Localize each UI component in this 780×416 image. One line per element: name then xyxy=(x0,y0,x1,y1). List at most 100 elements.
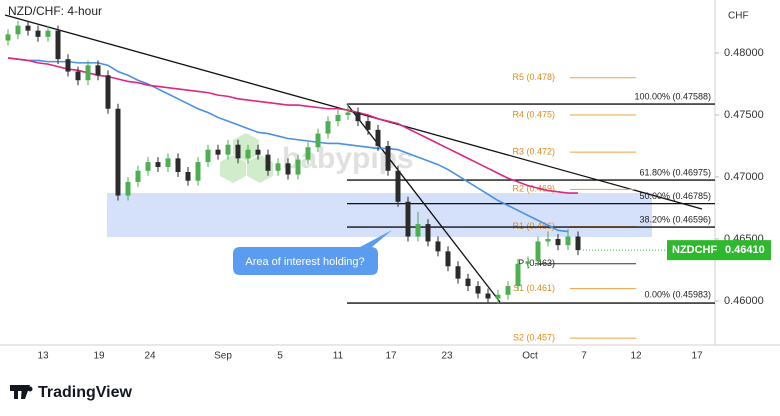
candle-body xyxy=(255,149,261,155)
candle-body xyxy=(45,30,51,37)
candle-body xyxy=(5,34,11,41)
callout-text: Area of interest holding? xyxy=(245,256,364,268)
candle-body xyxy=(145,162,151,171)
candle-body xyxy=(425,224,431,242)
candle-body xyxy=(65,59,71,72)
candle-body xyxy=(385,145,391,171)
candle-body xyxy=(85,65,91,81)
candle-body xyxy=(265,154,271,171)
candle-body xyxy=(565,236,571,246)
price-tag-value: 0.46410 xyxy=(725,244,765,256)
candle-body xyxy=(105,75,111,109)
candle-body xyxy=(485,293,491,299)
candle-body xyxy=(165,158,171,168)
candle-body xyxy=(465,278,471,287)
candle-body xyxy=(515,263,521,287)
chart-title: NZD/CHF: 4-hour xyxy=(8,4,102,18)
candle-body xyxy=(295,159,301,175)
candle-body xyxy=(155,162,161,168)
candle-body xyxy=(135,170,141,182)
candle-body xyxy=(555,238,561,246)
candle-body xyxy=(325,121,331,134)
candle-body xyxy=(115,108,121,196)
pivot-label: P (0.463) xyxy=(518,258,555,268)
footer-brand: TradingView xyxy=(38,384,133,401)
candle-body xyxy=(445,251,451,267)
candle-body xyxy=(545,238,551,242)
x-tick-label: 11 xyxy=(333,351,344,362)
pivot-label: R2 (0.469) xyxy=(512,184,555,194)
fib-label: 50.00% (0.46785) xyxy=(639,191,711,201)
axis-unit: CHF xyxy=(728,11,749,22)
candle-body xyxy=(35,30,41,37)
callout: Area of interest holding? xyxy=(233,230,392,275)
x-tick-label: 19 xyxy=(93,351,105,362)
candle-body xyxy=(195,162,201,181)
interest-zone xyxy=(107,193,652,237)
candle-body xyxy=(15,25,21,35)
candle-body xyxy=(175,158,181,173)
callout-box xyxy=(233,230,392,275)
candle-body xyxy=(535,241,541,262)
x-tick-label: 13 xyxy=(37,351,49,362)
x-tick-label: Oct xyxy=(522,351,538,362)
candle-body xyxy=(215,149,221,155)
y-tick-label: 0.47000 xyxy=(724,171,764,183)
fib-label: 61.80% (0.46975) xyxy=(639,167,711,177)
moving-average xyxy=(7,57,578,194)
x-tick-label: Sep xyxy=(214,351,232,362)
fib-label: 38.20% (0.46596) xyxy=(639,214,711,224)
candle-body xyxy=(365,121,371,130)
pivot-label: S1 (0.461) xyxy=(513,283,555,293)
x-tick-label: 23 xyxy=(441,351,453,362)
candle-body xyxy=(55,30,61,60)
pivot-label: R5 (0.478) xyxy=(512,72,555,82)
candle-body xyxy=(95,65,101,76)
candle-body xyxy=(245,149,251,159)
candle-body xyxy=(125,181,131,196)
candle-body xyxy=(375,129,381,146)
y-tick-label: 0.48000 xyxy=(724,47,764,59)
pivot-label: R4 (0.475) xyxy=(512,109,555,119)
candle-body xyxy=(415,224,421,237)
candle-body xyxy=(395,170,401,202)
candle-body xyxy=(355,112,361,122)
x-tick-label: 7 xyxy=(581,351,587,362)
candle-body xyxy=(455,266,461,279)
fib-label: 0.00% (0.45983) xyxy=(644,289,711,299)
candle-body xyxy=(25,25,31,31)
candle-body xyxy=(495,294,501,299)
candle-body xyxy=(285,163,291,175)
candle-body xyxy=(185,172,191,181)
x-tick-label: 5 xyxy=(277,351,283,362)
fib-label: 100.00% (0.47588) xyxy=(634,91,711,101)
candle-body xyxy=(315,133,321,148)
candle-body xyxy=(575,236,581,251)
pivot-label: R3 (0.472) xyxy=(512,147,555,157)
x-tick-label: 17 xyxy=(691,351,703,362)
candle-body xyxy=(345,112,351,115)
x-tick-label: 17 xyxy=(385,351,397,362)
x-tick-label: 12 xyxy=(630,351,642,362)
candle-body xyxy=(505,286,511,295)
y-tick-label: 0.46000 xyxy=(724,295,764,307)
moving-average xyxy=(7,57,569,233)
candle-body xyxy=(405,201,411,237)
candle-body xyxy=(305,147,311,160)
candle-body xyxy=(225,144,231,155)
candle-body xyxy=(525,261,531,264)
candle-body xyxy=(235,144,241,159)
x-tick-label: 24 xyxy=(144,351,156,362)
candle-body xyxy=(75,71,81,81)
candle-body xyxy=(275,163,281,171)
footer-logo: TradingView xyxy=(10,384,133,401)
candle-body xyxy=(475,286,481,294)
watermark: babypips xyxy=(282,142,414,175)
candle-body xyxy=(435,241,441,252)
candle-body xyxy=(335,114,341,122)
price-tag xyxy=(667,240,771,261)
candle-body xyxy=(205,149,211,163)
pivot-label: S2 (0.457) xyxy=(513,333,555,343)
price-tag-symbol: NZDCHF xyxy=(672,244,717,256)
